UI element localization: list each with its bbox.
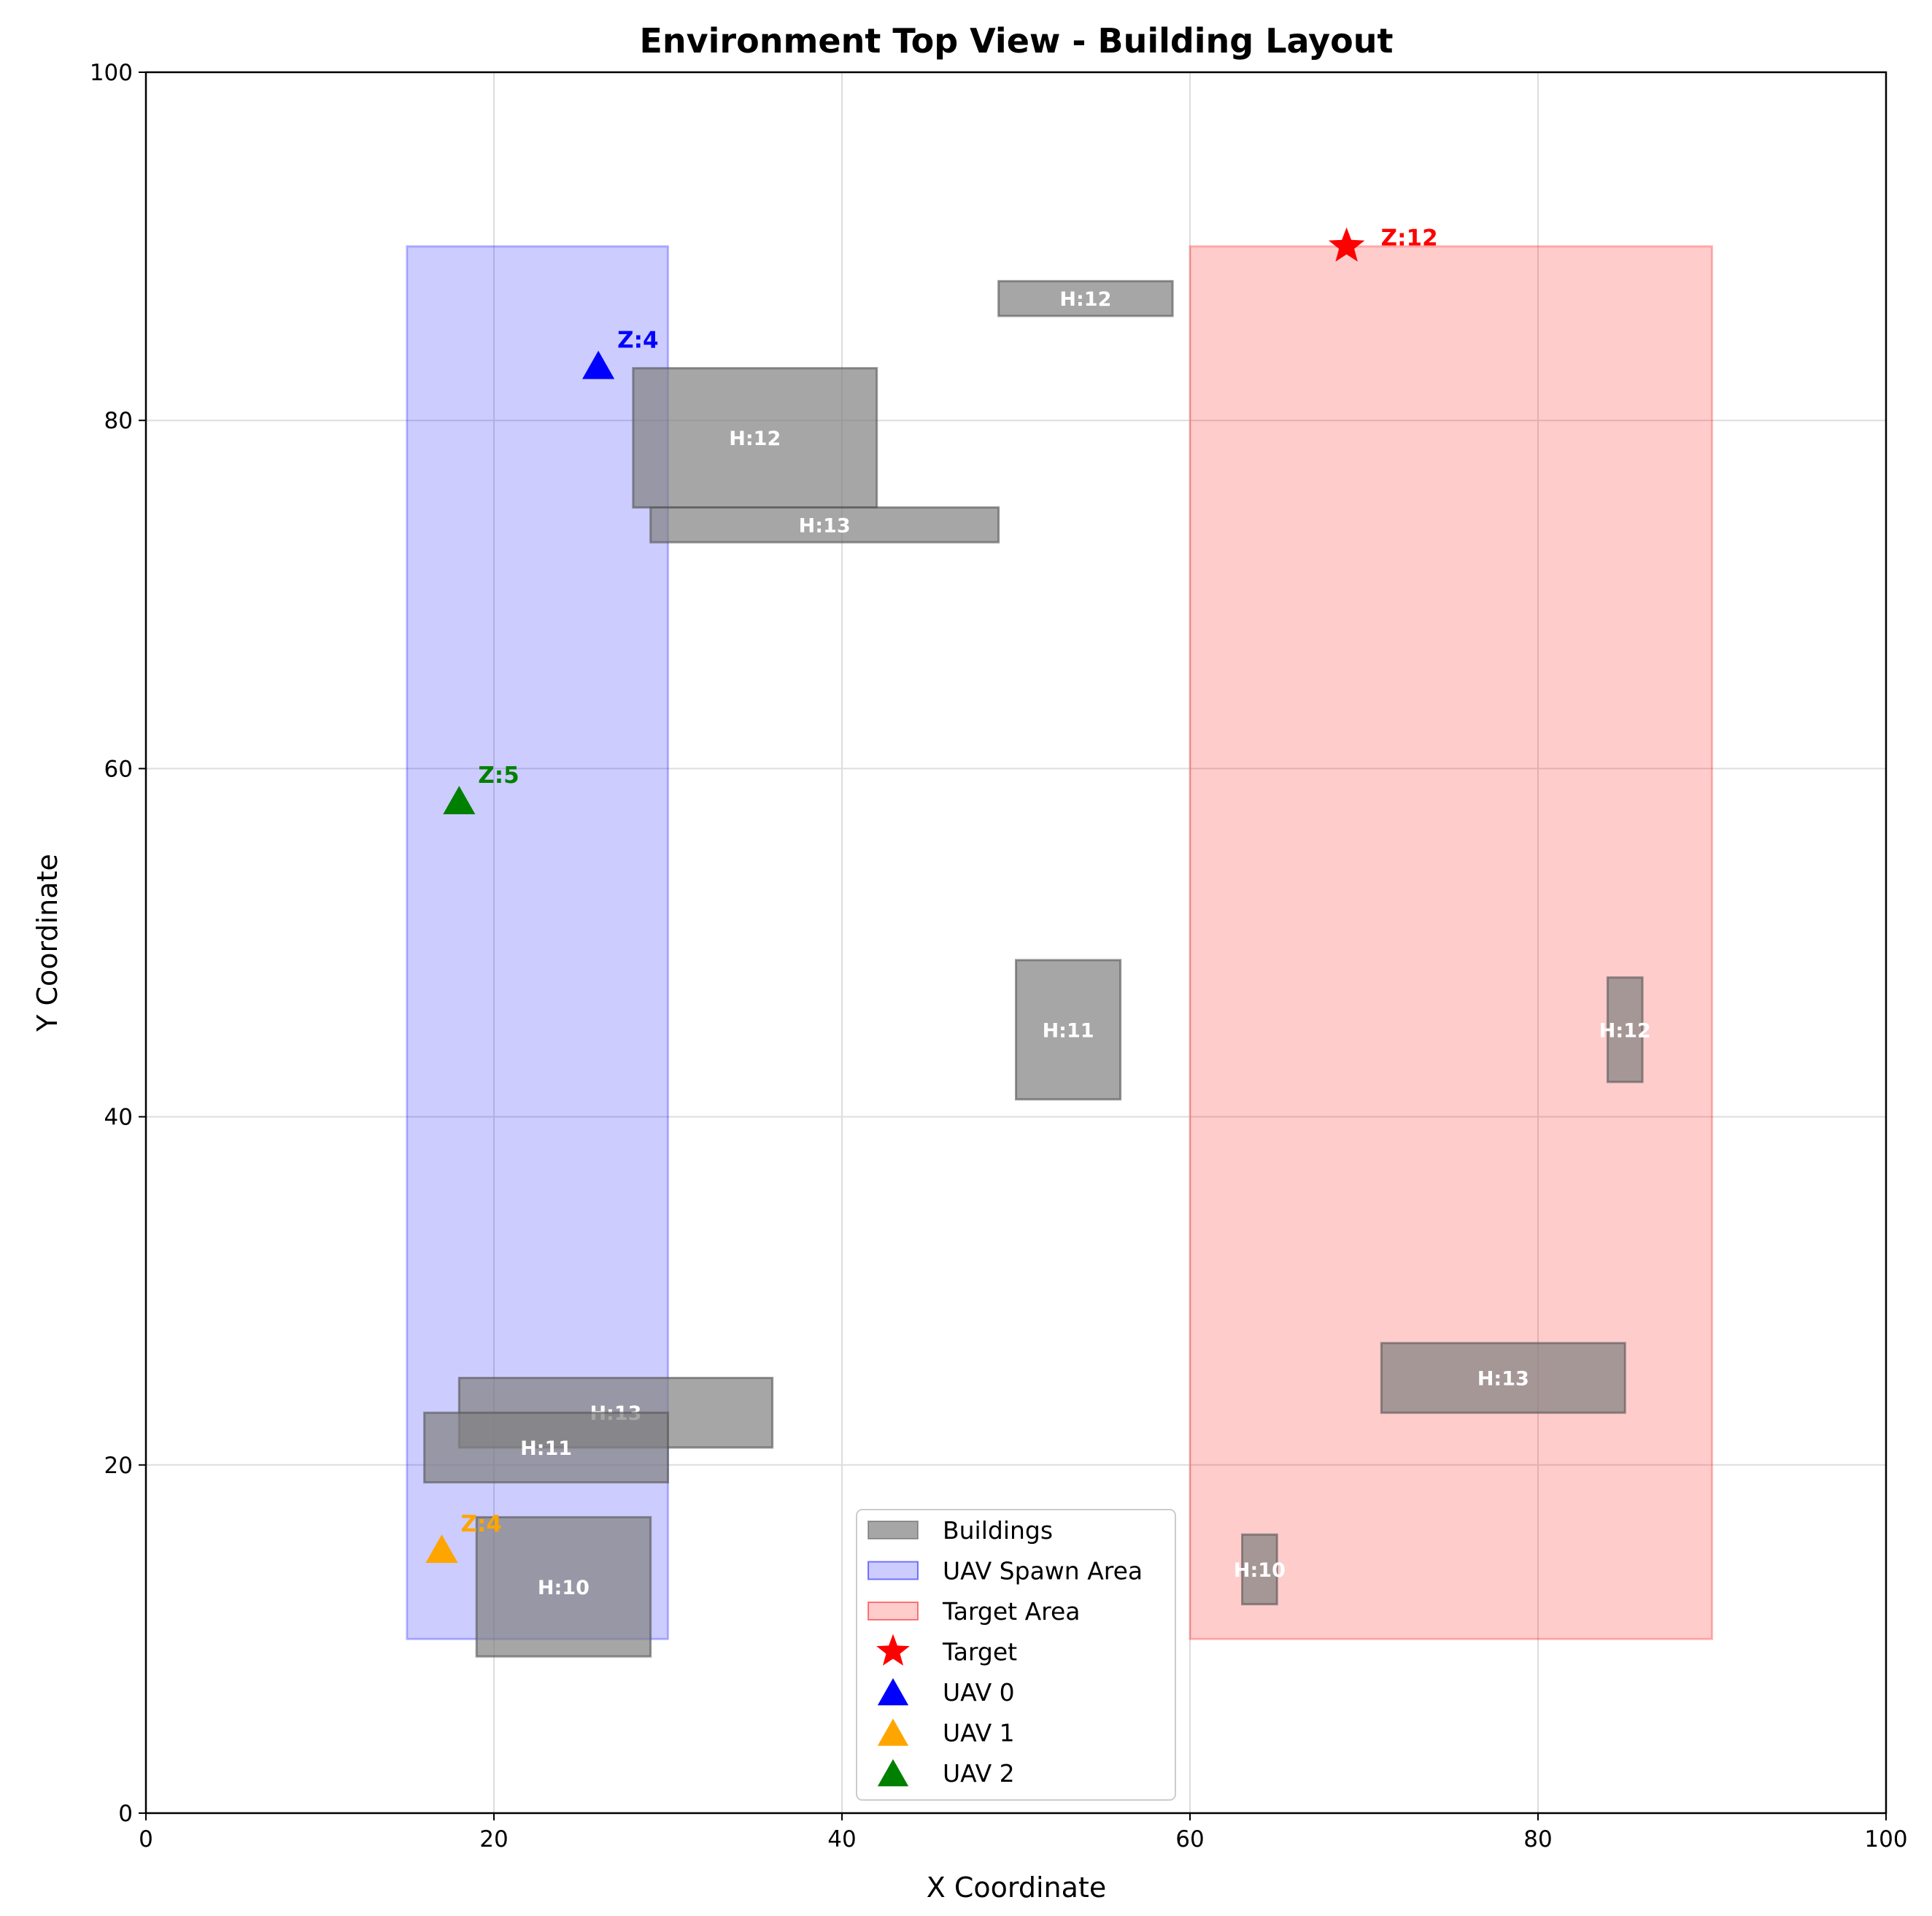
legend-label-3: Target (942, 1638, 1017, 1666)
legend-swatch-3 (876, 1634, 910, 1666)
uav-1-marker (425, 1534, 458, 1563)
legend-swatch-0 (868, 1521, 919, 1540)
building-height-label: H:11 (520, 1437, 572, 1460)
plot-frame (144, 71, 1887, 1815)
x-tick-label: 60 (1175, 1826, 1204, 1853)
y-tick-label: 20 (104, 1453, 133, 1479)
building-3 (1015, 959, 1122, 1101)
x-tick-label: 20 (479, 1826, 508, 1853)
building-height-label: H:10 (538, 1577, 590, 1599)
legend-label-0: Buildings (943, 1516, 1053, 1545)
building-height-label: H:11 (1043, 1019, 1094, 1042)
building-8 (475, 1515, 652, 1658)
building-height-label: H:12 (729, 428, 781, 450)
legend-swatch-1 (868, 1561, 919, 1580)
building-7 (423, 1411, 669, 1484)
y-tick-label: 40 (104, 1105, 133, 1131)
legend: Buildings UAV Spawn Area Target Area Target… (856, 1509, 1176, 1801)
building-height-label: H:12 (1059, 288, 1111, 311)
legend-swatch-6 (877, 1759, 909, 1787)
legend-label-5: UAV 1 (943, 1719, 1015, 1747)
uav-1-z-label: Z:4 (460, 1511, 501, 1537)
building-1 (632, 367, 878, 509)
building-height-label: H:10 (1234, 1559, 1286, 1582)
x-tick-label: 80 (1523, 1826, 1552, 1853)
y-tick-label: 80 (104, 408, 133, 434)
building-4 (1606, 976, 1644, 1083)
markers: Z:12 Z:4 Z:4 Z:5 (425, 225, 1438, 1563)
uav-0-z-label: Z:4 (617, 328, 658, 354)
uav-0-marker (582, 350, 615, 379)
y-tick-label: 100 (90, 60, 133, 86)
building-height-label: H:13 (799, 514, 851, 537)
x-tick-label: 40 (827, 1826, 856, 1853)
uav-2-marker (443, 786, 476, 814)
legend-label-4: UAV 0 (943, 1678, 1015, 1707)
axis-ticks: 0 20 40 60 80 100 0 20 40 60 80 100 (90, 60, 1908, 1853)
y-tick-label: 0 (118, 1801, 133, 1827)
y-tick-label: 60 (104, 756, 133, 782)
x-tick-label: 0 (139, 1826, 153, 1853)
target-area (1189, 245, 1713, 1640)
building-height-label: H:12 (1599, 1019, 1651, 1042)
target-z-label: Z:12 (1381, 225, 1438, 252)
target-star-marker (1328, 227, 1365, 262)
x-axis-label: X Coordinate (927, 1871, 1106, 1904)
chart-title: Environment Top View - Building Layout (639, 21, 1393, 61)
building-height-label: H:13 (1477, 1368, 1529, 1391)
uav-2-z-label: Z:5 (478, 762, 519, 789)
legend-box (856, 1509, 1176, 1801)
building-5 (1380, 1342, 1626, 1414)
legend-label-1: UAV Spawn Area (943, 1557, 1143, 1585)
y-axis-label: Y Coordinate (31, 854, 63, 1032)
x-tick-label: 100 (1864, 1826, 1907, 1853)
building-2 (649, 506, 1000, 544)
buildings: H:12H:12H:13H:11H:12H:13H:13H:11H:10H:10 (423, 279, 1651, 1658)
legend-swatch-5 (877, 1718, 909, 1746)
building-0 (997, 279, 1174, 317)
legend-swatch-4 (877, 1678, 909, 1706)
legend-label-2: Target Area (942, 1597, 1081, 1626)
building-9 (1241, 1533, 1278, 1606)
legend-swatch-2 (868, 1602, 919, 1621)
legend-label-6: UAV 2 (943, 1759, 1015, 1788)
